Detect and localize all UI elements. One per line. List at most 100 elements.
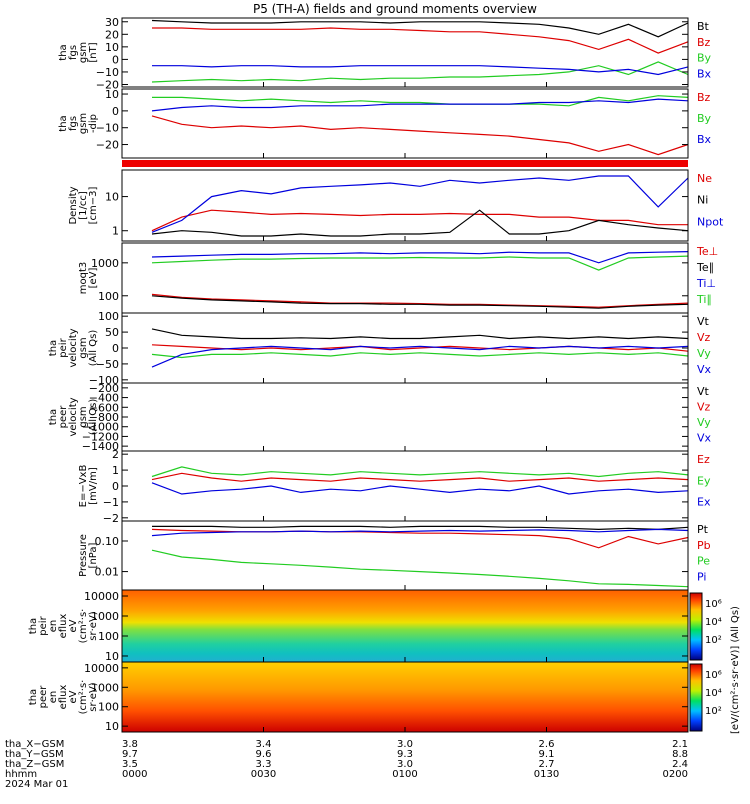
series-line-Pi	[151, 528, 689, 537]
legend-label-Vt: Vt	[697, 385, 710, 398]
series-line-Ex	[151, 482, 689, 495]
legend-label-Vy: Vy	[697, 416, 711, 429]
y-tick-label: 100	[98, 310, 119, 323]
y-tick-label: −600	[89, 401, 119, 414]
panel-2: 10 0 −10 −20 tha fgs gsm -dip Bz By Bx	[58, 88, 712, 159]
series-line-Vt	[151, 328, 689, 340]
x-tick-label: 3.0	[397, 739, 413, 750]
x-tick-label: 2.7	[539, 759, 555, 770]
legend-label-Vt: Vt	[697, 315, 710, 328]
y-axis-label: [nPa]	[88, 542, 99, 568]
panel-separator-bar	[122, 160, 688, 167]
x-axis-row-label: tha_Y−GSM	[5, 749, 64, 760]
y-axis-label: tha	[28, 689, 39, 705]
y-axis-label: peir	[38, 615, 49, 635]
panel-frame	[121, 450, 689, 522]
series-line-Ni	[151, 209, 689, 237]
y-axis-label: (cm²·s·	[78, 680, 89, 715]
y-axis-label: (All Qs)	[88, 399, 99, 436]
x-tick-label: 0200	[663, 769, 688, 780]
y-axis-label: (cm²·s·	[78, 609, 89, 644]
panel-9: 10000 1000 100 10 tha peir en eflux eV (cm²·s· sr·…	[28, 589, 689, 663]
legend-label-Bt: Bt	[697, 20, 710, 33]
spectrogram-image	[122, 590, 688, 662]
y-tick-label: 10	[105, 650, 119, 663]
y-tick-label: −10	[96, 122, 119, 135]
legend-label-Npot: Npot	[697, 215, 724, 228]
series-line-Ez	[151, 472, 689, 482]
colorbar-group: 10⁶ 10⁴ 10² 10⁶ 10⁴ 10² [eV/(cm²·s·sr·eV)] (Al…	[689, 592, 741, 734]
y-axis-label: gsm	[78, 406, 89, 427]
y-tick-label: 1000	[91, 257, 119, 270]
x-tick-label: 3.0	[397, 759, 413, 770]
legend-label-Vx: Vx	[697, 432, 712, 445]
colorbar-tick-label: 10⁶	[705, 670, 722, 681]
y-axis-label: gsm	[78, 337, 89, 358]
legend-label-Ex: Ex	[697, 496, 711, 509]
y-tick-label: 1000	[91, 681, 119, 694]
y-tick-label: −200	[89, 382, 119, 395]
series-line-Ne	[151, 209, 688, 232]
y-tick-label: −1000	[82, 421, 119, 434]
y-tick-label: 1000	[91, 610, 119, 623]
series-line-By	[151, 61, 689, 83]
colorbar-tick-label: 10²	[705, 635, 722, 646]
legend-label-Te⊥: Te⊥	[696, 245, 718, 258]
y-tick-label: 10	[105, 720, 119, 733]
y-tick-label: 0.10	[95, 535, 120, 548]
colorbar	[689, 663, 703, 732]
colorbar-tick-label: 10²	[705, 706, 722, 717]
panel-7: 2 1 0 −1 −2 E=−VxB [mV/m] Ez Ey Ex	[78, 448, 711, 525]
y-tick-label: −1	[103, 496, 119, 509]
legend-label-Pt: Pt	[697, 523, 709, 536]
legend-label-Bz: Bz	[697, 36, 711, 49]
series-line-Bz	[152, 27, 689, 54]
y-tick-label: 10000	[84, 662, 119, 675]
y-axis-label: eflux	[58, 685, 69, 710]
panel-8: 0.10 0.01 Pressure [nPa] Pt Pb Pe Pi	[78, 520, 711, 591]
y-axis-label: peir	[58, 337, 69, 357]
panel-5: 100 50 0 −50 −100 tha peir velocity gsm (All Qs) V…	[48, 310, 712, 387]
y-tick-label: 100	[98, 630, 119, 643]
y-axis-label: velocity	[68, 397, 79, 436]
y-tick-label: −1400	[82, 440, 119, 453]
legend-label-Ti∥: Ti∥	[696, 293, 712, 306]
x-tick-label: 3.3	[256, 759, 272, 770]
x-tick-label: 2.1	[672, 739, 688, 750]
panel-frame	[121, 382, 689, 452]
x-tick-label: 9.7	[122, 749, 138, 760]
panel-4: 1000 100 moqt3 [eV] Te⊥ Te∥ Ti⊥ Ti∥	[78, 242, 718, 314]
series-line-Ti⊥	[151, 251, 689, 264]
panel-10: 10000 1000 100 10 tha peer en eflux eV (cm²·s· sr·…	[28, 661, 689, 733]
x-tick-label: 2.4	[672, 759, 688, 770]
legend-label-Bx: Bx	[697, 133, 712, 146]
y-tick-label: 20	[105, 28, 119, 41]
y-axis-label: gsm	[78, 42, 89, 63]
y-tick-label: 100	[98, 701, 119, 714]
colorbar-tick-label: 10⁶	[705, 599, 722, 610]
series-line-Bx	[151, 98, 689, 112]
y-tick-label: 1	[112, 464, 119, 477]
y-tick-label: 0	[112, 53, 119, 66]
chart-title: P5 (TH-A) fields and ground moments over…	[253, 2, 537, 16]
series-line-Vx	[151, 345, 689, 368]
legend-label-Te∥: Te∥	[696, 261, 714, 274]
y-tick-label: 0	[112, 342, 119, 355]
series-line-Vy	[151, 352, 689, 359]
legend-label-Vz: Vz	[697, 331, 711, 344]
y-tick-label: 0	[112, 480, 119, 493]
y-axis-label: E=−VxB	[78, 465, 89, 508]
series-line-Bt	[151, 19, 689, 38]
y-tick-label: 10000	[84, 590, 119, 603]
x-tick-label: 3.8	[122, 739, 138, 750]
y-tick-label: 100	[98, 290, 119, 303]
y-axis-label: tha	[58, 115, 69, 131]
y-axis-label: [mV/m]	[88, 467, 99, 505]
y-axis-label: [nT]	[88, 42, 99, 62]
legend-label-Ne: Ne	[697, 172, 712, 185]
panel-frame	[121, 17, 689, 88]
x-tick-label: 2.6	[539, 739, 555, 750]
y-axis-label: Pressure	[78, 534, 89, 577]
